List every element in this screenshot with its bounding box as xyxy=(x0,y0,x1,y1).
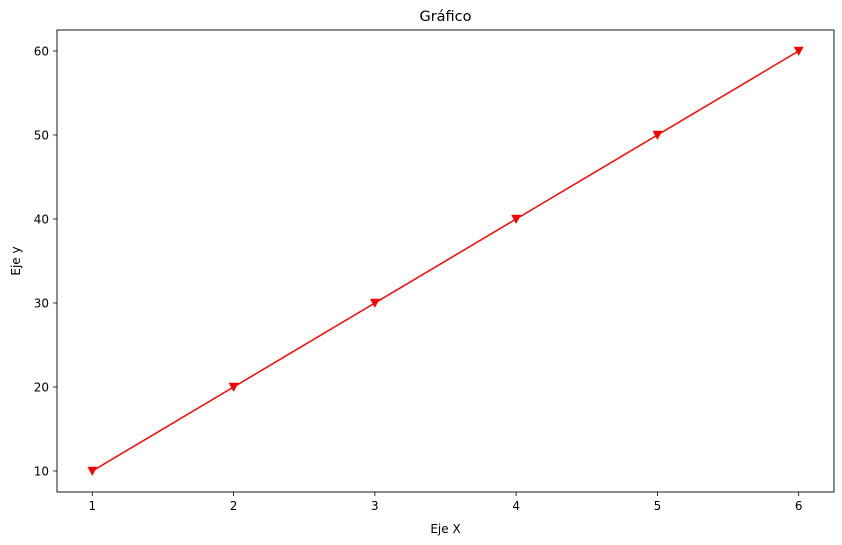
data-point-marker xyxy=(511,214,522,225)
x-axis-label: Eje X xyxy=(430,522,460,536)
chart-title: Gráfico xyxy=(419,9,471,25)
data-point-marker xyxy=(652,130,663,141)
series-layer xyxy=(87,46,804,477)
x-tick-label: 1 xyxy=(88,499,96,513)
series-line xyxy=(91,50,800,472)
x-tick-label: 4 xyxy=(512,499,520,513)
y-tick-label: 50 xyxy=(34,129,49,143)
x-tick-label: 2 xyxy=(230,499,238,513)
x-axis-ticks: 1 2 3 4 5 6 xyxy=(88,492,803,513)
y-tick-label: 40 xyxy=(34,213,49,227)
data-point-marker xyxy=(87,466,98,477)
plot-area xyxy=(56,29,835,493)
y-axis-label: Eje y xyxy=(9,246,23,275)
x-tick-label: 3 xyxy=(371,499,379,513)
y-tick-label: 10 xyxy=(34,465,49,479)
data-point-marker xyxy=(793,46,804,57)
data-point-marker xyxy=(228,382,239,393)
data-point-marker xyxy=(369,298,380,309)
y-tick-label: 30 xyxy=(34,297,49,311)
x-tick-label: 6 xyxy=(795,499,803,513)
y-axis-ticks: 10 20 30 40 50 60 xyxy=(34,45,57,479)
y-tick-label: 20 xyxy=(34,381,49,395)
x-tick-label: 5 xyxy=(654,499,662,513)
y-tick-label: 60 xyxy=(34,45,49,59)
